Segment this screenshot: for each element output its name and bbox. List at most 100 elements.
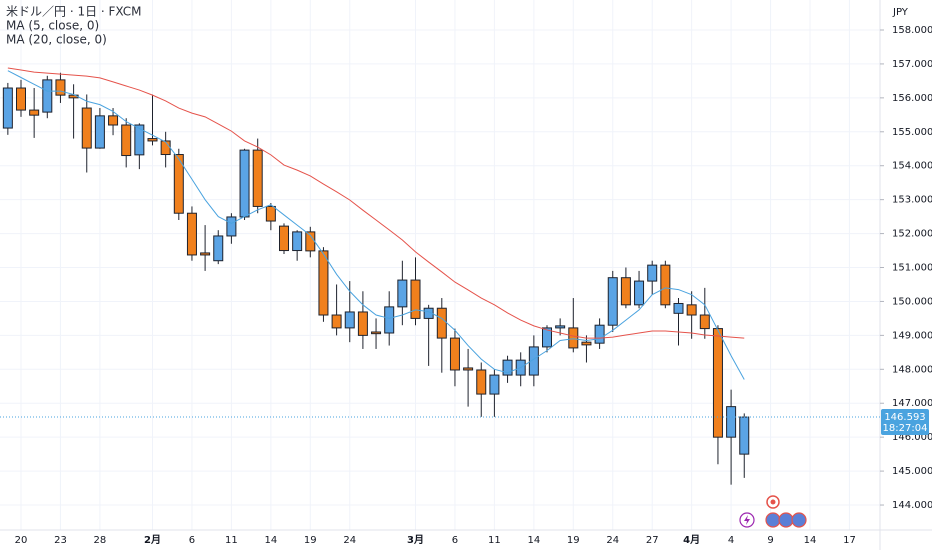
x-tick-label: 11	[225, 535, 238, 546]
last-price-box	[881, 409, 929, 436]
x-tick-label: 17	[843, 535, 856, 546]
candle-body	[108, 115, 119, 126]
candle-body	[42, 79, 53, 113]
candle-body	[739, 416, 750, 455]
y-tick-label: 153.000	[892, 195, 932, 206]
y-tick-label: 144.000	[892, 500, 932, 511]
candle-body	[502, 359, 513, 376]
x-tick-label: 27	[646, 535, 659, 546]
x-tick-label: 9	[767, 535, 773, 546]
y-tick-label: 152.000	[892, 229, 932, 240]
candle-body	[397, 279, 408, 308]
x-tick-label: 24	[606, 535, 619, 546]
x-tick-label: 23	[54, 535, 67, 546]
candle-body	[463, 367, 474, 371]
candle-body	[94, 115, 105, 149]
last-price-label: 146.593	[884, 412, 925, 423]
candle-body	[489, 374, 500, 395]
x-tick-label: 4月	[683, 534, 700, 546]
candle-body	[607, 277, 618, 326]
x-tick-label: 19	[304, 535, 317, 546]
legend-entry: MA (20, close, 0)	[6, 33, 107, 47]
event-icons	[739, 495, 807, 528]
x-tick-label: 24	[343, 535, 356, 546]
candle-body	[410, 279, 421, 319]
candle-body	[331, 314, 342, 329]
candle-body	[699, 314, 710, 330]
candle-body	[647, 264, 658, 282]
candle-body	[226, 216, 237, 237]
candle-body	[476, 369, 487, 395]
candle-body	[542, 327, 552, 348]
candle-body	[581, 341, 592, 346]
candle-body	[239, 149, 250, 218]
candle-body	[620, 277, 631, 306]
candle-body	[29, 109, 40, 116]
y-tick-label: 154.000	[892, 161, 932, 172]
candle-body	[318, 250, 329, 316]
candle-body	[344, 311, 355, 329]
candle-body	[384, 306, 395, 334]
x-tick-label: 14	[527, 535, 540, 546]
candle-body	[436, 307, 447, 339]
candle-body	[147, 138, 158, 142]
x-tick-label: 14	[804, 535, 817, 546]
x-tick-label: 14	[264, 535, 277, 546]
candle-body	[660, 264, 671, 306]
y-tick-label: 151.000	[892, 263, 932, 274]
event-icon	[744, 515, 750, 525]
candle-body	[712, 328, 723, 438]
x-tick-label: 3月	[407, 534, 424, 546]
x-tick-label: 20	[15, 535, 28, 546]
candle-body	[423, 307, 434, 319]
y-tick-label: 149.000	[892, 330, 932, 341]
y-tick-label: 155.000	[892, 127, 932, 138]
candle-body	[2, 87, 13, 129]
candle-body	[55, 79, 66, 96]
candle-body	[173, 154, 184, 214]
candle-body	[81, 107, 92, 149]
candle-body	[449, 337, 460, 371]
y-tick-label: 146.000	[892, 432, 932, 443]
candle-body	[555, 325, 566, 329]
y-tick-label: 156.000	[892, 93, 932, 104]
x-tick-label: 28	[94, 535, 107, 546]
ma-line	[7, 70, 745, 380]
candle-body	[292, 231, 303, 252]
x-tick-label: 4	[728, 535, 734, 546]
x-tick-label: 19	[567, 535, 580, 546]
candle-body	[686, 304, 697, 316]
candle-body	[726, 406, 737, 438]
y-tick-label: 147.000	[892, 398, 932, 409]
y-tick-label: 158.000	[892, 25, 932, 36]
x-tick-label: 6	[189, 535, 195, 546]
legend-entry: MA (5, close, 0)	[6, 19, 99, 33]
currency-label: JPY	[892, 7, 909, 18]
candle-body	[252, 149, 263, 207]
event-icon	[765, 512, 781, 528]
y-tick-label: 150.000	[892, 296, 932, 307]
y-tick-label: 145.000	[892, 466, 932, 477]
candle-body	[279, 225, 289, 252]
chart-title: 米ドル／円 · 1日 · FXCM	[6, 5, 142, 19]
candle-body	[121, 124, 132, 157]
y-tick-label: 148.000	[892, 364, 932, 375]
x-tick-label: 6	[452, 535, 458, 546]
candle-body	[186, 212, 197, 256]
candle-body	[265, 205, 276, 222]
x-tick-label: 2月	[144, 534, 161, 546]
x-tick-label: 11	[488, 535, 501, 546]
y-tick-label: 157.000	[892, 59, 932, 70]
candle-body	[134, 124, 145, 156]
candle-body	[16, 87, 26, 111]
candle-body	[568, 327, 579, 349]
candle-body	[371, 331, 382, 335]
candle-body	[200, 252, 211, 256]
candle-body	[160, 140, 171, 156]
candle-body	[673, 302, 684, 314]
candle-body	[528, 346, 539, 376]
ma-line	[7, 67, 745, 339]
event-icon	[770, 499, 776, 505]
